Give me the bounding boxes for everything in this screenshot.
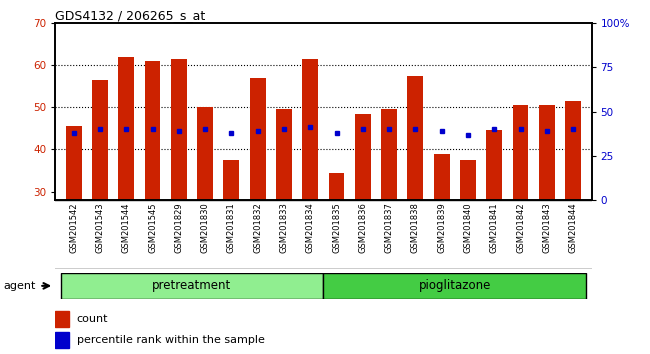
Text: GSM201833: GSM201833 — [280, 202, 289, 253]
Text: agent: agent — [3, 281, 36, 291]
Bar — [92, 80, 108, 200]
Text: GSM201544: GSM201544 — [122, 202, 131, 253]
Bar — [250, 78, 266, 200]
Text: GSM201837: GSM201837 — [385, 202, 394, 253]
Text: GSM201835: GSM201835 — [332, 202, 341, 253]
Bar — [60, 273, 324, 299]
Bar — [276, 109, 292, 200]
Bar — [566, 101, 581, 200]
Bar — [434, 154, 450, 200]
Text: GSM201841: GSM201841 — [489, 202, 499, 253]
Text: count: count — [77, 314, 108, 324]
Bar — [539, 105, 554, 200]
Text: percentile rank within the sample: percentile rank within the sample — [77, 335, 265, 345]
Text: GSM201829: GSM201829 — [174, 202, 183, 253]
Text: pretreatment: pretreatment — [152, 279, 231, 292]
Text: GSM201831: GSM201831 — [227, 202, 236, 253]
Text: GSM201842: GSM201842 — [516, 202, 525, 253]
Text: GSM201542: GSM201542 — [69, 202, 78, 253]
Text: GSM201830: GSM201830 — [201, 202, 209, 253]
Bar — [66, 126, 81, 200]
Bar — [197, 107, 213, 200]
Bar — [171, 59, 187, 200]
Text: GSM201838: GSM201838 — [411, 202, 420, 253]
Bar — [302, 59, 318, 200]
Bar — [324, 273, 586, 299]
Text: pioglitazone: pioglitazone — [419, 279, 491, 292]
Bar — [355, 114, 370, 200]
Bar — [224, 160, 239, 200]
Bar — [486, 131, 502, 200]
Text: GSM201545: GSM201545 — [148, 202, 157, 253]
Text: GSM201839: GSM201839 — [437, 202, 446, 253]
Text: GSM201836: GSM201836 — [358, 202, 367, 253]
Bar — [513, 105, 528, 200]
Text: GSM201832: GSM201832 — [253, 202, 262, 253]
Text: GSM201543: GSM201543 — [96, 202, 105, 253]
Text: GDS4132 / 206265_s_at: GDS4132 / 206265_s_at — [55, 9, 205, 22]
Text: GSM201840: GSM201840 — [463, 202, 473, 253]
Text: GSM201843: GSM201843 — [542, 202, 551, 253]
Bar — [460, 160, 476, 200]
Bar — [408, 76, 423, 200]
Text: GSM201834: GSM201834 — [306, 202, 315, 253]
Bar — [55, 311, 69, 327]
Bar — [55, 332, 69, 348]
Bar — [381, 109, 397, 200]
Bar — [329, 173, 344, 200]
Bar — [144, 61, 161, 200]
Bar — [118, 57, 134, 200]
Text: GSM201844: GSM201844 — [569, 202, 578, 253]
